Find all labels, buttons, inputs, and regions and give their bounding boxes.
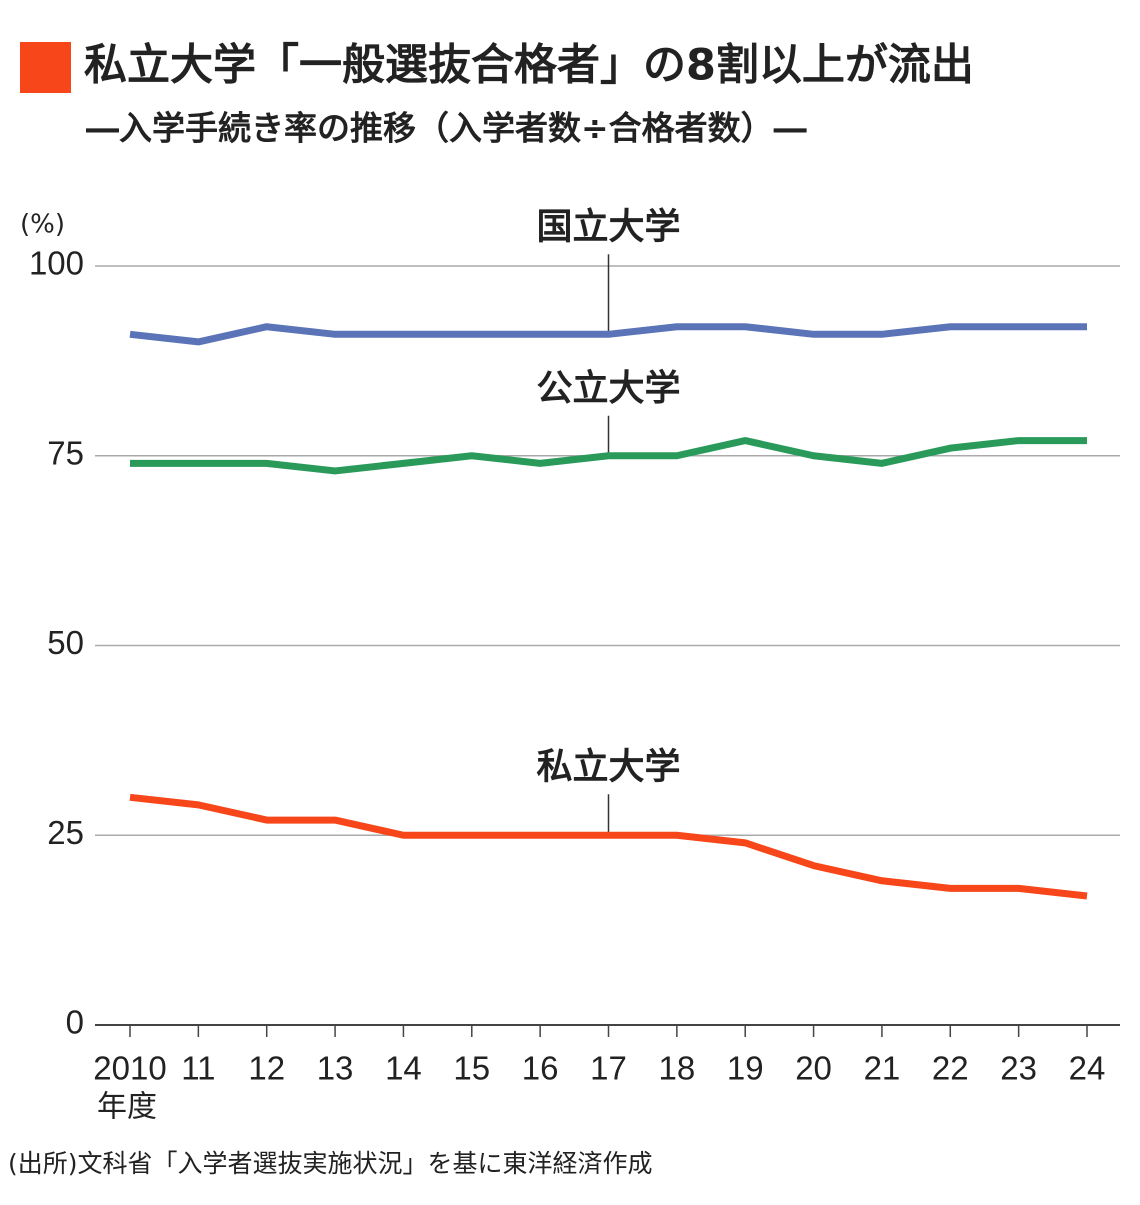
x-tick-label: 24 <box>1069 1050 1106 1087</box>
y-axis-label: (%) <box>20 210 65 240</box>
x-tick-label: 12 <box>248 1050 285 1087</box>
series-line <box>129 323 1087 346</box>
y-tick-label: 25 <box>47 814 84 851</box>
y-tick-label: 0 <box>66 1004 84 1041</box>
x-tick-label: 15 <box>453 1050 490 1087</box>
x-axis-label: 年度 <box>97 1090 157 1125</box>
x-tick-label: 16 <box>522 1050 559 1087</box>
x-tick-label: 20 <box>795 1050 832 1087</box>
x-tick-label: 13 <box>317 1050 354 1087</box>
x-tick-label: 17 <box>590 1050 627 1087</box>
x-tick-label: 23 <box>1000 1050 1037 1087</box>
y-tick-label: 75 <box>47 434 84 471</box>
x-tick-label: 22 <box>932 1050 969 1087</box>
series-label: 国立大学 <box>536 205 680 247</box>
x-tick-label: 21 <box>864 1050 901 1087</box>
source-note: (出所)文科省「入学者選抜実施状況」を基に東洋経済作成 <box>8 1149 653 1178</box>
y-tick-label: 50 <box>47 624 84 661</box>
series-line <box>129 793 1088 900</box>
chart-title: 私立大学「一般選抜合格者」の8割以上が流出 <box>84 41 974 91</box>
x-tick-label: 2010 <box>93 1050 166 1087</box>
x-tick-label: 14 <box>385 1050 422 1087</box>
series-label: 私立大学 <box>536 745 680 787</box>
title-marker <box>20 42 71 93</box>
x-tick-label: 19 <box>727 1050 764 1087</box>
x-tick-label: 18 <box>658 1050 695 1087</box>
x-tick-label: 11 <box>181 1050 215 1087</box>
series-line <box>130 437 1087 475</box>
chart-subtitle: ―入学手続き率の推移（入学者数÷合格者数）― <box>86 109 807 148</box>
y-tick-label: 100 <box>29 245 84 282</box>
series-label: 公立大学 <box>536 367 680 409</box>
